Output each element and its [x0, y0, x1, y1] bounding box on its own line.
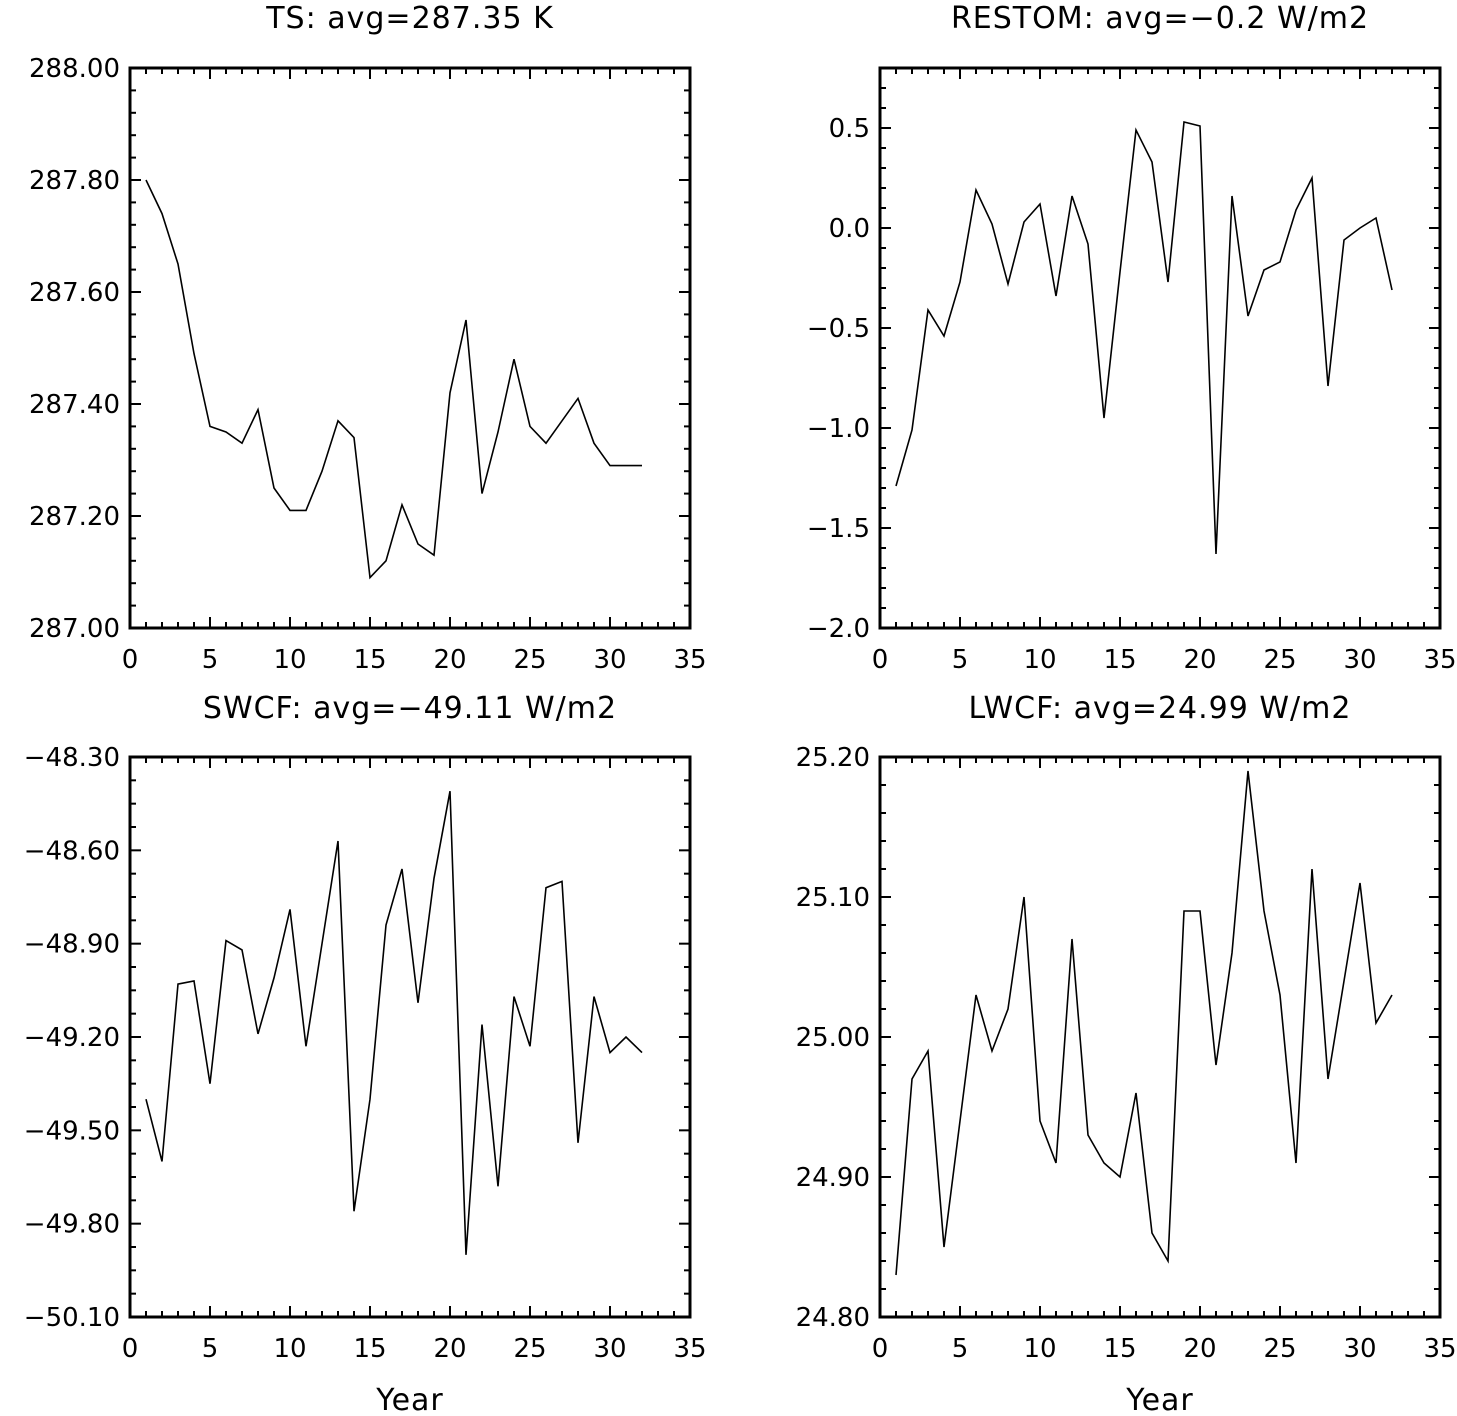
x-tick-label: 0: [872, 645, 889, 675]
series-line: [145, 179, 642, 580]
y-tick-label: −50.10: [24, 1303, 120, 1333]
y-tick-label: −1.5: [807, 514, 870, 544]
x-tick-label: 30: [593, 1334, 626, 1364]
panel-lwcf: LWCF: avg=24.99 W/m2 24.80 24.90 25.00 25.1…: [796, 691, 1457, 1416]
x-tick-label: 30: [1343, 1334, 1376, 1364]
y-tick-label: 25.00: [796, 1023, 870, 1053]
x-tick-label: 35: [673, 1334, 706, 1364]
x-tick-label: 35: [673, 645, 706, 675]
x-tick-label: 20: [433, 645, 466, 675]
series-line: [895, 770, 1393, 1276]
x-tick-label: 15: [353, 645, 386, 675]
x-tick-label: 0: [122, 1334, 139, 1364]
x-tick-label: 5: [202, 1334, 219, 1364]
y-tick-label: −48.60: [24, 836, 120, 866]
y-tick-labels: 287.00 287.20 287.40 287.60 287.80 288.00: [29, 54, 120, 644]
x-tick-label: 0: [122, 645, 139, 675]
y-tick-labels: −2.0 −1.5 −1.0 −0.5 0.0 0.5: [807, 114, 870, 644]
x-tick-label: 15: [353, 1334, 386, 1364]
y-tick-label: 24.90: [796, 1163, 870, 1193]
y-tick-labels: 24.80 24.90 25.00 25.10 25.20: [796, 743, 870, 1333]
x-tick-label: 5: [952, 1334, 969, 1364]
x-tick-label: 10: [273, 645, 306, 675]
x-tick-label: 30: [1343, 645, 1376, 675]
panel-title: LWCF: avg=24.99 W/m2: [969, 691, 1352, 726]
x-tick-label: 15: [1103, 1334, 1136, 1364]
x-tick-label: 10: [273, 1334, 306, 1364]
x-tick-label: 25: [1263, 1334, 1296, 1364]
y-tick-label: −49.20: [24, 1023, 120, 1053]
y-tick-label: 287.80: [29, 166, 120, 196]
y-tick-label: −0.5: [807, 314, 870, 344]
x-tick-label: 0: [872, 1334, 889, 1364]
x-tick-label: 20: [433, 1334, 466, 1364]
panel-swcf: SWCF: avg=−49.11 W/m2 −50.10 −49.80 −49.50…: [24, 691, 707, 1416]
panel-title: SWCF: avg=−49.11 W/m2: [203, 691, 617, 726]
x-tick-labels: 0 5 10 15 20 25 30 35: [122, 1334, 707, 1364]
y-tick-label: 0.5: [829, 114, 870, 144]
x-tick-label: 25: [1263, 645, 1296, 675]
y-tick-labels: −50.10 −49.80 −49.50 −49.20 −48.90 −48.60 −48.…: [24, 743, 120, 1333]
y-tick-label: −49.80: [24, 1210, 120, 1240]
x-tick-labels: 0 5 10 15 20 25 30 35: [122, 645, 707, 675]
panel-ts: TS: avg=287.35 K 287.00 287.20 287.40 287.6…: [29, 1, 707, 675]
series-line: [145, 791, 643, 1255]
x-tick-label: 25: [513, 645, 546, 675]
y-tick-label: −1.0: [807, 414, 870, 444]
tick-marks: [129, 756, 691, 1318]
x-tick-label: 10: [1023, 1334, 1056, 1364]
x-tick-labels: 0 5 10 15 20 25 30 35: [872, 1334, 1457, 1364]
x-tick-label: 10: [1023, 645, 1056, 675]
plot-frame: [128, 66, 692, 630]
x-tick-label: 35: [1423, 645, 1456, 675]
x-axis-label: Year: [375, 1383, 444, 1416]
x-tick-label: 20: [1183, 1334, 1216, 1364]
y-tick-label: 0.0: [829, 214, 870, 244]
x-tick-label: 25: [513, 1334, 546, 1364]
tick-marks: [129, 67, 691, 629]
y-tick-label: −2.0: [807, 614, 870, 644]
y-tick-label: −48.90: [24, 930, 120, 960]
tick-marks: [879, 756, 1441, 1318]
y-tick-label: 25.20: [796, 743, 870, 773]
plot-frame: [878, 66, 1442, 630]
panel-restom: RESTOM: avg=−0.2 W/m2 −2.0 −1.5 −1.0 −0.5 0.…: [807, 1, 1457, 675]
y-tick-label: 24.80: [796, 1303, 870, 1333]
x-tick-label: 15: [1103, 645, 1136, 675]
y-tick-label: 287.40: [29, 390, 120, 420]
y-tick-label: 287.00: [29, 614, 120, 644]
y-tick-label: 25.10: [796, 883, 870, 913]
y-tick-label: 287.20: [29, 502, 120, 532]
x-tick-label: 5: [202, 645, 219, 675]
x-tick-label: 20: [1183, 645, 1216, 675]
tick-marks: [879, 67, 1441, 629]
y-tick-label: −48.30: [24, 743, 120, 773]
plot-frame: [878, 755, 1442, 1319]
y-tick-label: −49.50: [24, 1116, 120, 1146]
x-axis-label: Year: [1125, 1383, 1194, 1416]
series-line: [895, 120, 1393, 555]
y-tick-label: 287.60: [29, 278, 120, 308]
x-tick-label: 5: [952, 645, 969, 675]
x-tick-label: 35: [1423, 1334, 1456, 1364]
x-tick-label: 30: [593, 645, 626, 675]
panel-title: RESTOM: avg=−0.2 W/m2: [951, 1, 1369, 36]
y-tick-label: 288.00: [29, 54, 120, 84]
panel-title: TS: avg=287.35 K: [265, 1, 554, 36]
x-tick-labels: 0 5 10 15 20 25 30 35: [872, 645, 1457, 675]
